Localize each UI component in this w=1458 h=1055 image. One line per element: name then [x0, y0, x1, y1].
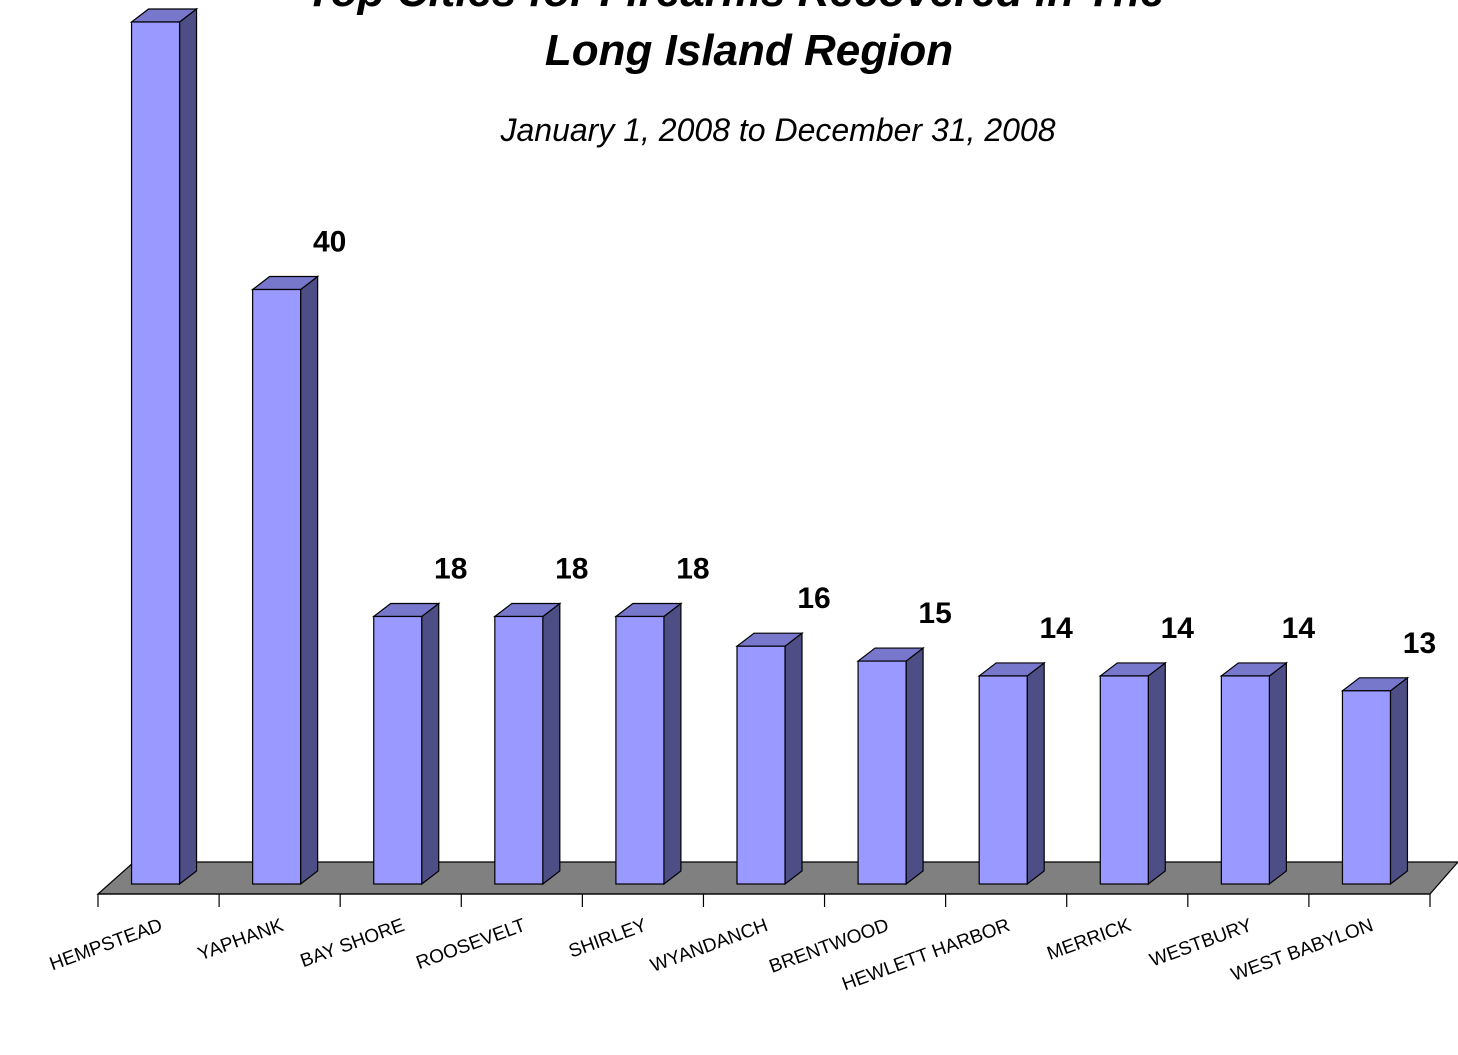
bar: [493, 602, 562, 886]
bar-front: [736, 645, 786, 885]
value-label: 13: [1403, 627, 1436, 660]
category-label: BAY SHORE: [298, 915, 408, 972]
value-label: 16: [797, 582, 830, 615]
category-label: SHIRLEY: [566, 915, 650, 963]
bar-front: [615, 615, 665, 885]
bar-side: [178, 7, 198, 886]
category-label: HEMPSTEAD: [47, 915, 165, 975]
value-label: 14: [1282, 612, 1316, 645]
bar-side: [300, 275, 319, 886]
bar: [250, 275, 320, 886]
bar-side: [905, 646, 924, 886]
category-label: WYANDANCH: [648, 915, 771, 977]
bar-side: [663, 602, 682, 886]
category-labels-group: HEMPSTEAD YAPHANK BAY SHORE ROOSEVELT SHIRLE…: [47, 915, 1376, 995]
category-label: ROOSEVELT: [414, 915, 529, 974]
value-label: 15: [918, 597, 951, 630]
bar-front: [1220, 675, 1270, 885]
bar: [129, 7, 199, 886]
bar-side: [542, 602, 561, 886]
value-label: 18: [555, 552, 588, 585]
bar-side: [1268, 661, 1287, 886]
bar: [856, 646, 925, 886]
chart-title-line-1: Top Cities for Firearms Recovered in The: [305, 0, 1164, 16]
bar: [735, 631, 804, 886]
bar: [371, 602, 441, 886]
bar-side: [1389, 676, 1409, 886]
bar-side: [784, 631, 803, 886]
bar-side: [421, 602, 440, 886]
bar: [614, 602, 683, 886]
bar-front: [373, 615, 423, 885]
bar-side: [1147, 661, 1166, 886]
value-label: 14: [1161, 612, 1195, 645]
chart-title-line-2: Long Island Region: [545, 26, 953, 75]
bar-front: [857, 660, 907, 885]
chart-subtitle: January 1, 2008 to December 31, 2008: [499, 112, 1055, 148]
bar-front: [494, 615, 544, 885]
value-label: 40: [313, 226, 346, 259]
category-label: YAPHANK: [195, 915, 286, 965]
value-label: 14: [1039, 612, 1073, 645]
bar-front: [130, 21, 181, 885]
bar-front: [1099, 675, 1149, 885]
bar: [1219, 661, 1289, 886]
bars-group: [129, 7, 1410, 886]
bar-side: [1026, 661, 1045, 886]
value-label: 18: [676, 552, 709, 585]
bar-front: [978, 675, 1028, 885]
bar-front: [1341, 690, 1392, 885]
bar: [1098, 661, 1168, 886]
value-label: 18: [434, 552, 467, 585]
category-label: MERRICK: [1044, 915, 1134, 965]
bar: [977, 661, 1046, 886]
bar-front: [252, 288, 302, 885]
value-labels-group: 5840181818161514141413: [313, 226, 1436, 660]
bar: [1340, 676, 1410, 886]
x-axis-ticks: [97, 894, 1431, 907]
